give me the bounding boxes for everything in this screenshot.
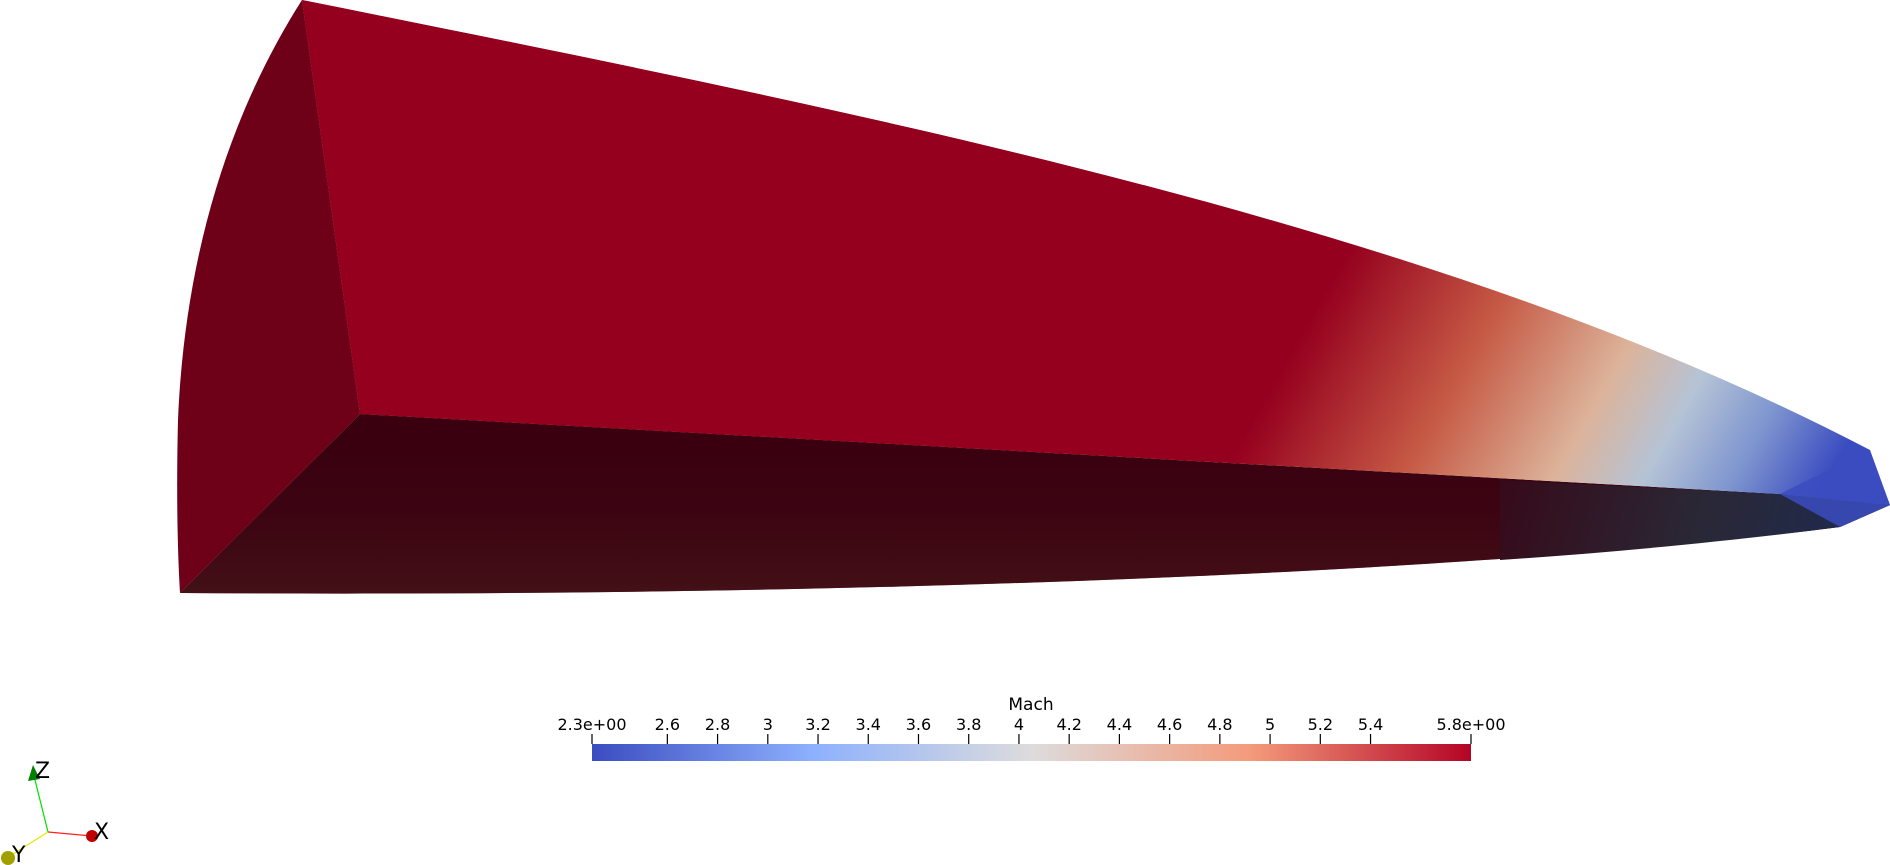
legend-tick-label: 4.8	[1207, 715, 1232, 734]
legend-tick-label: 5.8e+00	[1436, 715, 1505, 734]
legend-tick-label: 3.6	[906, 715, 931, 734]
legend-tick-label: 4.4	[1107, 715, 1132, 734]
z-axis-label: Z	[35, 759, 50, 784]
legend-tick-label: 2.6	[655, 715, 680, 734]
z-axis-cone	[28, 765, 40, 781]
legend-tick-label: 4.2	[1056, 715, 1081, 734]
legend-tick-label: 2.3e+00	[557, 715, 626, 734]
inlet-face	[177, 0, 360, 593]
y-axis-cone	[1, 851, 15, 865]
legend-tick-label: 5.2	[1308, 715, 1333, 734]
wedge-surface	[177, 0, 1890, 594]
legend-tick-label: 3.4	[856, 715, 881, 734]
z-axis-line	[32, 771, 49, 833]
orientation-axes: Z X Y	[1, 759, 109, 865]
legend-tick-label: 4	[1014, 715, 1024, 734]
legend-tick-label: 3.2	[805, 715, 830, 734]
legend-tick-label: 5.4	[1358, 715, 1383, 734]
outlet-face	[1780, 450, 1890, 527]
legend-title: Mach	[1008, 695, 1053, 715]
color-legend: Mach 2.3e+00 2.6 2.8 3 3.2 3.4 3.6 3.8 4 4.2 4.4 4.…	[557, 695, 1506, 761]
legend-tick-label: 3.8	[956, 715, 981, 734]
x-axis-cone	[86, 830, 98, 842]
legend-tick-label: 3	[763, 715, 773, 734]
x-axis-label: X	[94, 820, 109, 845]
legend-tick-label: 4.6	[1157, 715, 1182, 734]
y-axis-label: Y	[11, 843, 26, 865]
legend-tick-label: 2.8	[705, 715, 730, 734]
x-axis-line	[47, 831, 93, 837]
legend-tick-label: 5	[1265, 715, 1275, 734]
y-axis-line	[9, 831, 49, 857]
color-bar	[592, 744, 1471, 761]
